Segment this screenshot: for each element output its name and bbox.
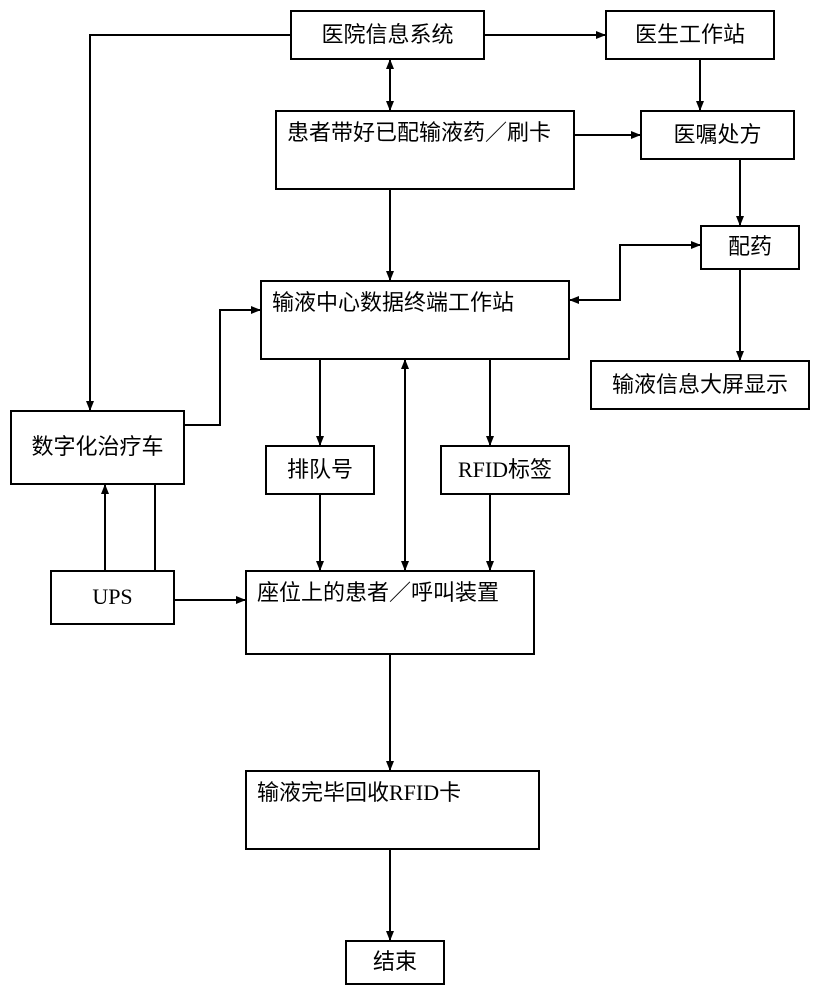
label-terminal: 输液中心数据终端工作站: [272, 288, 514, 319]
node-rx: 医嘱处方: [640, 110, 795, 160]
label-bigscreen: 输液信息大屏显示: [612, 370, 788, 401]
label-end: 结束: [373, 947, 417, 978]
label-patient: 患者带好已配输液药／刷卡: [287, 118, 551, 149]
node-ups: UPS: [50, 570, 175, 625]
node-end: 结束: [345, 940, 445, 985]
label-his: 医院信息系统: [321, 20, 453, 51]
label-ups: UPS: [92, 582, 132, 613]
node-bigscreen: 输液信息大屏显示: [590, 360, 810, 410]
node-terminal: 输液中心数据终端工作站: [260, 280, 570, 360]
node-cart: 数字化治疗车: [10, 410, 185, 485]
node-dispense: 配药: [700, 225, 800, 270]
node-his: 医院信息系统: [290, 10, 485, 60]
label-seat: 座位上的患者／呼叫装置: [257, 578, 499, 609]
node-queue: 排队号: [265, 445, 375, 495]
node-rfid: RFID标签: [440, 445, 570, 495]
node-recover: 输液完毕回收RFID卡: [245, 770, 540, 850]
label-doctor: 医生工作站: [635, 20, 745, 51]
node-patient: 患者带好已配输液药／刷卡: [275, 110, 575, 190]
node-doctor: 医生工作站: [605, 10, 775, 60]
node-seat: 座位上的患者／呼叫装置: [245, 570, 535, 655]
label-dispense: 配药: [728, 232, 772, 263]
label-rx: 医嘱处方: [673, 120, 761, 151]
label-rfid: RFID标签: [458, 455, 552, 486]
label-cart: 数字化治疗车: [31, 432, 163, 463]
flowchart-canvas: 医院信息系统 医生工作站 患者带好已配输液药／刷卡 医嘱处方 配药 输液中心数据…: [0, 0, 829, 1000]
label-recover: 输液完毕回收RFID卡: [257, 778, 461, 809]
label-queue: 排队号: [287, 455, 353, 486]
